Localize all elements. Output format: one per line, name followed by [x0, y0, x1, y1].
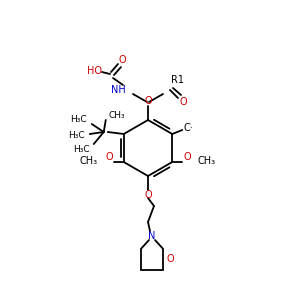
Text: O: O	[105, 152, 113, 162]
Text: O: O	[167, 254, 175, 264]
Text: CH₃: CH₃	[80, 156, 98, 166]
Text: R1: R1	[172, 75, 184, 85]
Text: NH: NH	[111, 85, 126, 95]
Text: O: O	[183, 152, 191, 162]
Text: O: O	[179, 97, 187, 107]
Text: H₃C: H₃C	[70, 116, 87, 124]
Text: O: O	[144, 96, 152, 106]
Text: H₃C: H₃C	[68, 130, 85, 140]
Text: O: O	[144, 190, 152, 200]
Text: CH₃: CH₃	[197, 156, 215, 166]
Text: C·: C·	[183, 123, 193, 133]
Text: H₃C: H₃C	[73, 145, 90, 154]
Text: O: O	[118, 55, 126, 65]
Text: HO: HO	[86, 66, 101, 76]
Text: CH₃: CH₃	[109, 110, 125, 119]
Text: N: N	[148, 231, 156, 241]
